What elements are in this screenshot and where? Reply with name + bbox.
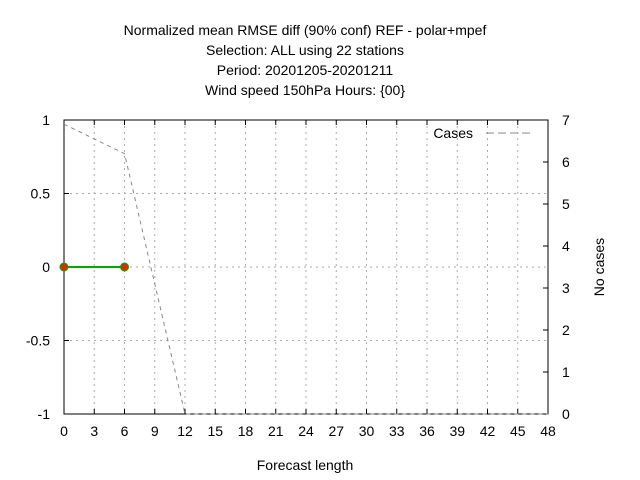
x-axis-ticks: 0 3 6 9 12 15 18 21 24 27 30 33 36 39 42 45 48 <box>60 120 556 439</box>
y2-tick-label: 0 <box>562 406 570 422</box>
y-tick-label: -0.5 <box>26 333 50 349</box>
y-tick-label: 1 <box>42 112 50 128</box>
y2-tick-label: 1 <box>562 364 570 380</box>
x-tick-label: 15 <box>207 423 223 439</box>
x-tick-label: 36 <box>419 423 435 439</box>
y2-tick-label: 5 <box>562 196 570 212</box>
x-tick-label: 18 <box>238 423 254 439</box>
y-axis-ticks: 1 0.5 0 -0.5 -1 <box>26 112 69 422</box>
legend: Cases <box>433 125 530 141</box>
x-tick-label: 0 <box>60 423 68 439</box>
series-layer <box>59 123 548 415</box>
x-tick-label: 9 <box>151 423 159 439</box>
legend-label-cases: Cases <box>433 125 473 141</box>
y2-tick-label: 4 <box>562 238 570 254</box>
y2-tick-label: 2 <box>562 322 570 338</box>
x-tick-label: 48 <box>540 423 556 439</box>
x-tick-label: 3 <box>90 423 98 439</box>
x-tick-label: 39 <box>449 423 465 439</box>
y2-tick-label: 6 <box>562 154 570 170</box>
x-axis-label: Forecast length <box>257 457 354 473</box>
x-tick-label: 30 <box>359 423 375 439</box>
title-line-1: Normalized mean RMSE diff (90% conf) REF… <box>124 22 487 38</box>
x-tick-label: 21 <box>268 423 284 439</box>
x-tick-label: 12 <box>177 423 193 439</box>
series-line-cases <box>63 123 548 415</box>
title-line-3: Period: 20201205-20201211 <box>217 62 394 78</box>
chart-title: Normalized mean RMSE diff (90% conf) REF… <box>124 22 487 98</box>
y2-tick-label: 7 <box>562 112 570 128</box>
x-tick-label: 33 <box>389 423 405 439</box>
y-tick-label: 0.5 <box>31 186 51 202</box>
title-line-4: Wind speed 150hPa Hours: {00} <box>205 82 405 98</box>
data-point <box>120 262 129 272</box>
y-tick-label: 0 <box>42 259 50 275</box>
x-tick-label: 6 <box>121 423 129 439</box>
x-tick-label: 27 <box>328 423 344 439</box>
y2-tick-label: 3 <box>562 280 570 296</box>
x-tick-label: 42 <box>480 423 496 439</box>
data-point <box>59 262 69 272</box>
x-tick-label: 45 <box>510 423 526 439</box>
y-tick-label: -1 <box>38 406 51 422</box>
grid <box>64 120 548 414</box>
y2-axis-label: No cases <box>591 238 607 296</box>
x-tick-label: 24 <box>298 423 314 439</box>
title-line-2: Selection: ALL using 22 stations <box>206 42 404 58</box>
y2-axis-ticks: 7 6 5 4 3 2 1 0 <box>543 112 570 422</box>
